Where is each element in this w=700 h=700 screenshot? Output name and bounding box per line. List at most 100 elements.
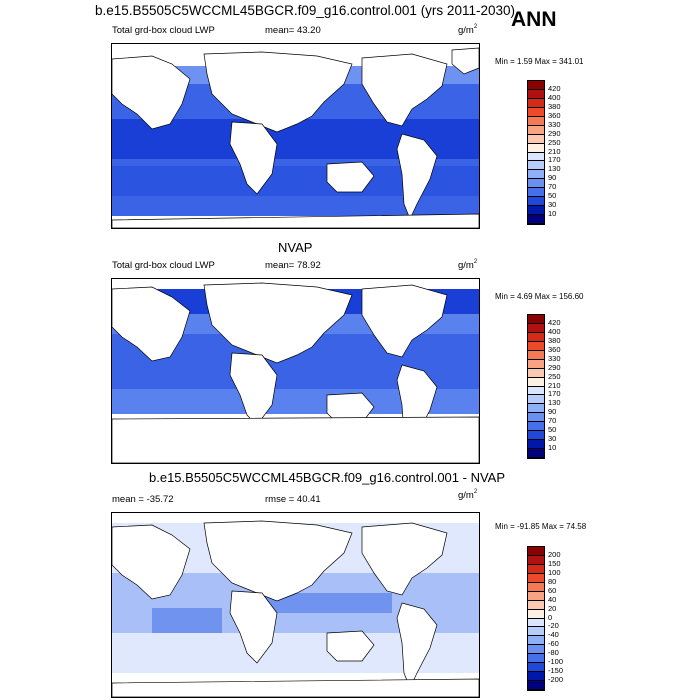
colorbar-swatch bbox=[528, 404, 544, 414]
run-title: b.e15.B5505C5WCCML45BGCR.f09_g16.control… bbox=[95, 3, 515, 18]
map3-svg bbox=[112, 513, 479, 697]
colorbar-swatch bbox=[528, 315, 544, 324]
colorbar-tick-label: 170 bbox=[548, 155, 561, 165]
colorbar-tick-label: 380 bbox=[548, 101, 561, 111]
panel3-title: b.e15.B5505C5WCCML45BGCR.f09_g16.control… bbox=[149, 470, 506, 485]
colorbar-tick-label: 250 bbox=[548, 137, 561, 147]
colorbar-swatch bbox=[528, 555, 544, 565]
colorbar-tick-label: 30 bbox=[548, 200, 557, 210]
colorbar-swatch bbox=[528, 179, 544, 189]
colorbar-tick-label: 290 bbox=[548, 362, 561, 372]
panel1-variable-label: Total grd-box cloud LWP bbox=[112, 25, 215, 36]
panel3-rmse: rmse = 40.41 bbox=[265, 494, 321, 505]
colorbar-tick-label: 50 bbox=[548, 191, 557, 201]
colorbar-tick-label: 290 bbox=[548, 128, 561, 138]
colorbar-tick-label: -40 bbox=[548, 630, 559, 640]
colorbar-tick-label: 80 bbox=[548, 576, 557, 586]
colorbar-tick-label: -80 bbox=[548, 648, 559, 658]
colorbar-tick-label: 130 bbox=[548, 164, 561, 174]
continents bbox=[112, 520, 479, 697]
panel2-mean: mean= 78.92 bbox=[265, 260, 321, 271]
map-difference bbox=[111, 512, 480, 698]
colorbar-swatch bbox=[528, 143, 544, 153]
colorbar-swatch bbox=[528, 206, 544, 216]
panel3-units: g/m2 bbox=[458, 489, 478, 501]
colorbar-tick-label: 10 bbox=[548, 443, 557, 453]
colorbar-swatch bbox=[528, 107, 544, 117]
colorbar-difference bbox=[527, 546, 545, 691]
colorbar-swatch bbox=[528, 125, 544, 135]
colorbar-swatch bbox=[528, 681, 544, 690]
colorbar-tick-label: 70 bbox=[548, 416, 557, 426]
colorbar-nvap bbox=[527, 314, 545, 459]
colorbar-tick-label: 60 bbox=[548, 585, 557, 595]
colorbar-swatch bbox=[528, 573, 544, 583]
colorbar-swatch bbox=[528, 636, 544, 646]
colorbar-tick-label: 0 bbox=[548, 612, 553, 622]
colorbar-tick-label: 210 bbox=[548, 146, 561, 156]
colorbar-tick-label: -150 bbox=[548, 666, 564, 676]
colorbar-tick-label: 200 bbox=[548, 549, 561, 559]
colorbar-swatch bbox=[528, 332, 544, 342]
colorbar-swatch bbox=[528, 89, 544, 99]
colorbar-swatch bbox=[528, 591, 544, 601]
colorbar-swatch bbox=[528, 170, 544, 180]
colorbar-tick-label: 40 bbox=[548, 594, 557, 604]
panel2-units: g/m2 bbox=[458, 259, 478, 271]
colorbar-tick-label: 330 bbox=[548, 119, 561, 129]
colorbar-swatch bbox=[528, 386, 544, 396]
colorbar-tick-label: 360 bbox=[548, 110, 561, 120]
panel1-mean: mean= 43.20 bbox=[265, 25, 321, 36]
colorbar-swatch bbox=[528, 152, 544, 162]
colorbar-tick-label: 400 bbox=[548, 326, 561, 336]
panel1-units: g/m2 bbox=[458, 24, 478, 36]
colorbar-swatch bbox=[528, 627, 544, 637]
colorbar-swatch bbox=[528, 359, 544, 369]
colorbar-swatch bbox=[528, 350, 544, 360]
colorbar-swatch bbox=[528, 654, 544, 664]
colorbar-tick-label: 250 bbox=[548, 371, 561, 381]
map-nvap-lwp bbox=[111, 278, 480, 464]
colorbar-tick-label: 210 bbox=[548, 380, 561, 390]
colorbar-swatch bbox=[528, 323, 544, 333]
colorbar-swatch bbox=[528, 215, 544, 224]
colorbar-model bbox=[527, 80, 545, 225]
panel3-mean: mean = -35.72 bbox=[112, 494, 174, 505]
continents bbox=[112, 47, 479, 228]
colorbar-swatch bbox=[528, 582, 544, 592]
map-model-lwp bbox=[111, 43, 480, 229]
colorbar-tick-label: 150 bbox=[548, 558, 561, 568]
panel3-minmax: Min = -91.85 Max = 74.58 bbox=[495, 522, 587, 531]
colorbar-tick-label: 380 bbox=[548, 335, 561, 345]
colorbar-swatch bbox=[528, 116, 544, 126]
colorbar-swatch bbox=[528, 188, 544, 198]
colorbar-swatch bbox=[528, 422, 544, 432]
colorbar-swatch bbox=[528, 600, 544, 610]
colorbar-tick-label: 70 bbox=[548, 182, 557, 192]
colorbar-tick-label: 90 bbox=[548, 407, 557, 417]
colorbar-tick-label: -20 bbox=[548, 621, 559, 631]
colorbar-tick-label: 100 bbox=[548, 567, 561, 577]
colorbar-tick-label: 130 bbox=[548, 398, 561, 408]
colorbar-tick-label: 90 bbox=[548, 173, 557, 183]
colorbar-tick-label: 420 bbox=[548, 317, 561, 327]
colorbar-swatch bbox=[528, 618, 544, 628]
panel2-minmax: Min = 4.69 Max = 156.60 bbox=[495, 292, 584, 301]
colorbar-swatch bbox=[528, 161, 544, 171]
colorbar-swatch bbox=[528, 440, 544, 450]
colorbar-tick-label: 360 bbox=[548, 344, 561, 354]
colorbar-tick-label: 50 bbox=[548, 425, 557, 435]
colorbar-swatch bbox=[528, 449, 544, 458]
colorbar-tick-label: 20 bbox=[548, 603, 557, 613]
colorbar-swatch bbox=[528, 377, 544, 387]
panel1-minmax: Min = 1.59 Max = 341.01 bbox=[495, 57, 584, 66]
colorbar-tick-label: 10 bbox=[548, 209, 557, 219]
colorbar-swatch bbox=[528, 98, 544, 108]
season-label: ANN bbox=[511, 8, 557, 31]
panel2-title: NVAP bbox=[278, 240, 313, 255]
colorbar-swatch bbox=[528, 413, 544, 423]
colorbar-swatch bbox=[528, 564, 544, 574]
colorbar-tick-label: -60 bbox=[548, 639, 559, 649]
colorbar-swatch bbox=[528, 395, 544, 405]
colorbar-swatch bbox=[528, 341, 544, 351]
